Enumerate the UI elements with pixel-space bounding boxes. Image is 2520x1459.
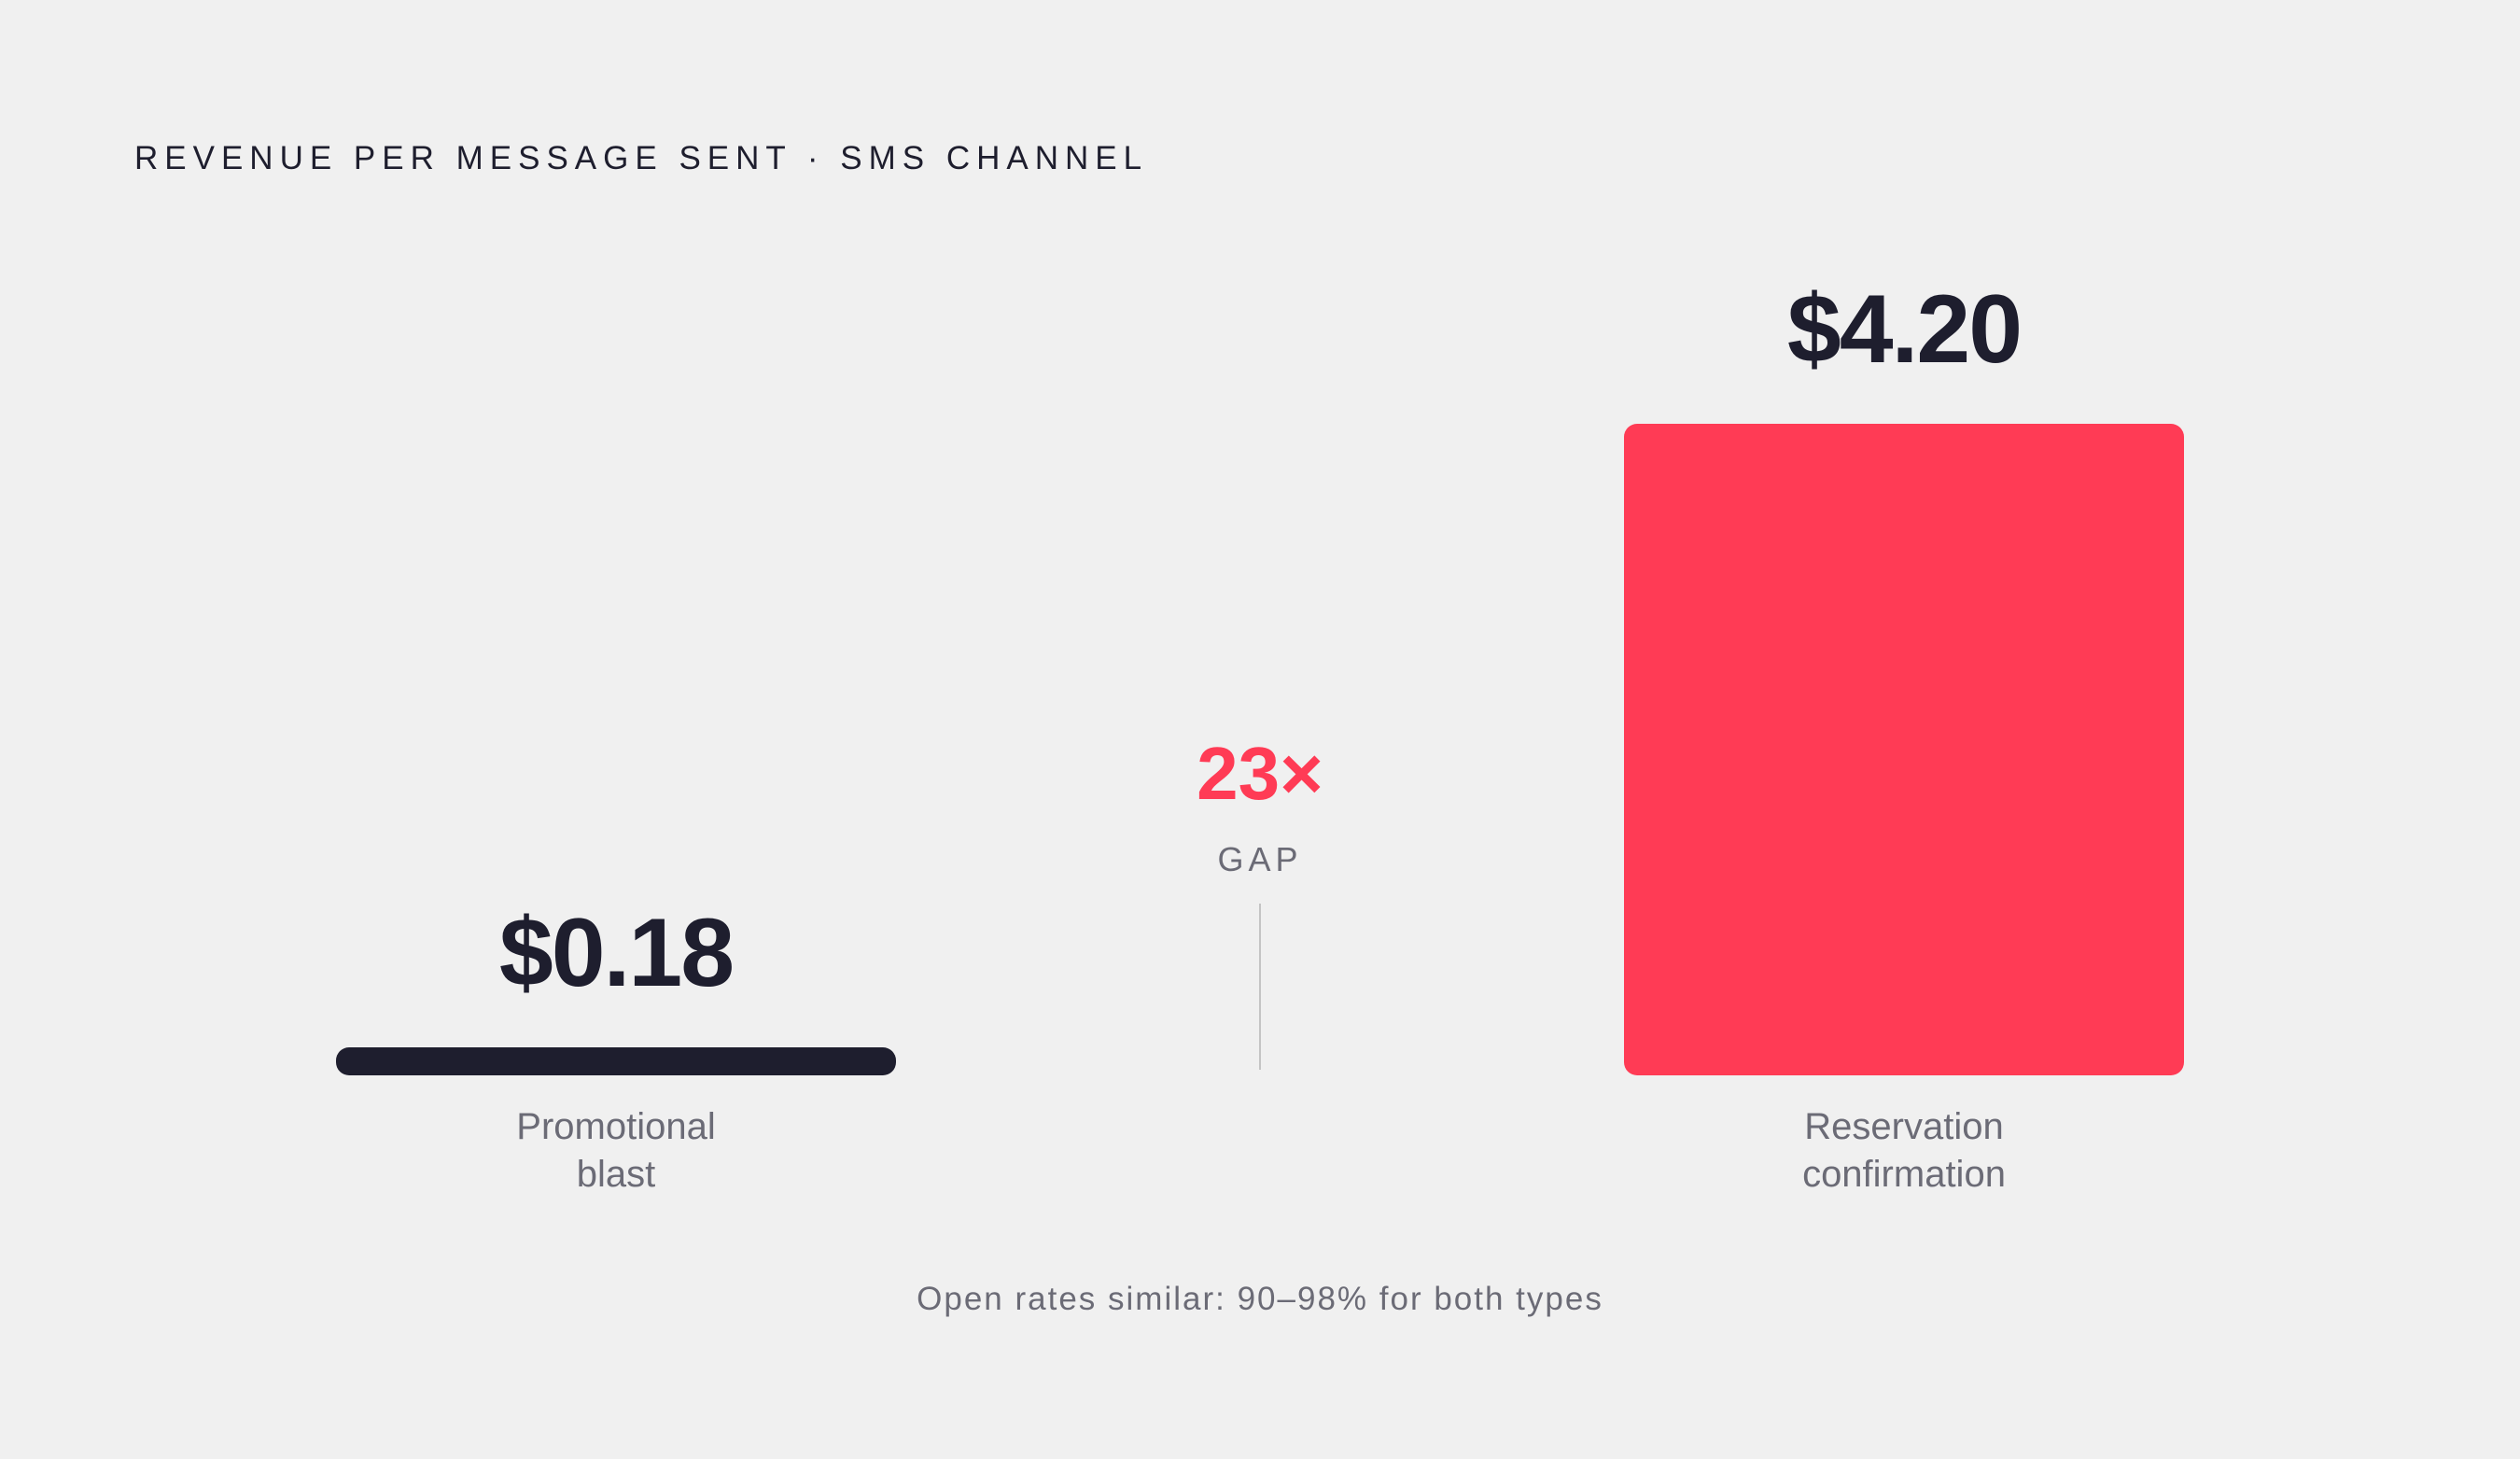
category-label-line: confirmation — [1802, 1154, 2006, 1195]
chart-title: REVENUE PER MESSAGE SENT · SMS CHANNEL — [134, 140, 1149, 176]
gap-divider-line — [1259, 904, 1261, 1070]
category-label-line: Promotional — [516, 1106, 716, 1147]
category-label-line: blast — [576, 1154, 656, 1195]
category-label-line: Reservation — [1804, 1106, 2004, 1147]
value-label-reservation: $4.20 — [1786, 275, 2023, 384]
gap-label: GAP — [1217, 840, 1303, 878]
footnote: Open rates similar: 90–98% for both type… — [917, 1281, 1603, 1317]
category-label-reservation: Reservation confirmation — [1624, 1103, 2184, 1199]
gap-multiplier: 23× — [1197, 732, 1323, 815]
value-label-promotional: $0.18 — [498, 899, 735, 1007]
category-label-promotional: Promotional blast — [336, 1103, 896, 1199]
bar-promotional — [336, 1047, 896, 1075]
bar-reservation — [1624, 424, 2184, 1075]
